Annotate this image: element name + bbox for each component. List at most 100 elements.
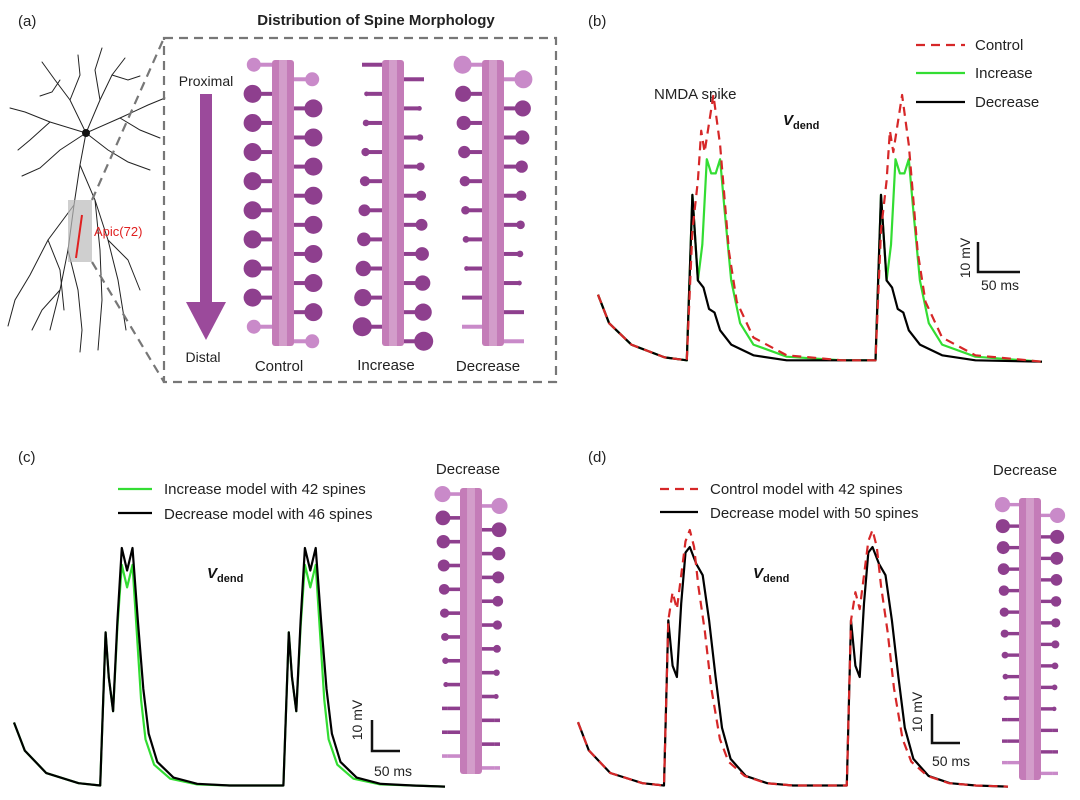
inset-d-label: Decrease	[993, 462, 1057, 479]
spine-head	[492, 595, 504, 607]
spine-head	[361, 147, 370, 157]
condition-label-increase: Increase	[357, 357, 415, 374]
spine-head	[994, 496, 1011, 513]
dendrite-increase	[352, 60, 434, 351]
vdend-label-c: Vdend	[207, 565, 243, 585]
panel-c-letter: (c)	[18, 449, 36, 466]
scale-bar-b-lines	[976, 242, 1020, 274]
zoom-line-bottom	[91, 261, 165, 383]
spine-head	[453, 55, 472, 74]
apic-branch-label: Apic(72)	[94, 224, 142, 239]
spine-head	[243, 201, 262, 220]
dashed-zoom-box	[162, 36, 558, 384]
spine-head	[492, 571, 505, 584]
scale-bar-c-voltage: 10 mV	[349, 699, 365, 740]
spine-head	[304, 157, 323, 176]
condition-label-control: Control	[255, 358, 303, 375]
inset-c-label: Decrease	[436, 461, 500, 478]
spine-head	[416, 162, 425, 171]
dendrite-shaft-highlight	[467, 488, 475, 774]
legend-b-decrease-label: Decrease	[975, 94, 1039, 111]
spine-head	[417, 106, 422, 111]
scale-bar-b-voltage: 10 mV	[957, 237, 973, 278]
panel-b: (b) Control Increase Decrease NMDA spike…	[588, 13, 1043, 363]
panel-d-letter: (d)	[588, 449, 606, 466]
plot-c	[12, 546, 446, 788]
condition-label-decrease: Decrease	[456, 358, 520, 375]
spine-head	[414, 331, 434, 351]
dendrite-shaft	[382, 60, 404, 346]
gradient-arrow-shaft	[200, 94, 212, 304]
spine-head	[493, 669, 500, 676]
spine-head	[304, 303, 323, 322]
spine-head	[435, 510, 451, 526]
spine-head	[415, 218, 428, 231]
dendrite-shaft	[460, 488, 482, 774]
spine-head	[515, 130, 530, 145]
spine-head	[304, 186, 323, 205]
spine-head	[243, 172, 262, 191]
legend-d-control-label: Control model with 42 spines	[710, 481, 903, 498]
spine-head	[441, 633, 449, 641]
spine-head	[304, 274, 323, 293]
scale-bar-d: 10 mV 50 ms	[909, 691, 970, 769]
dendrite-shaft-highlight	[389, 60, 397, 346]
spine-head	[364, 91, 369, 97]
trace-d-decrease	[576, 545, 1009, 788]
spine-head	[355, 260, 372, 277]
legend-d: Control model with 42 spines Decrease mo…	[660, 481, 918, 522]
spine-head	[304, 244, 323, 263]
gradient-arrow-head	[186, 302, 226, 340]
spine-head	[415, 247, 429, 261]
panel-a-title: Distribution of Spine Morphology	[257, 12, 495, 29]
nmda-spike-annotation: NMDA spike	[654, 86, 737, 103]
spine-head	[246, 319, 261, 334]
spine-head	[995, 519, 1010, 534]
dendrite-shaft-highlight	[1026, 498, 1034, 780]
scale-bar-d-lines	[930, 714, 960, 745]
scale-bar-b-time: 50 ms	[981, 277, 1019, 293]
panel-a: (a) Distribution of Spine Morphology	[7, 12, 558, 384]
spine-head	[304, 99, 323, 118]
trace-d-control	[576, 528, 1009, 788]
spine-head	[462, 236, 470, 243]
spine-head	[359, 176, 371, 187]
spine-head	[305, 72, 320, 87]
spine-head	[1051, 640, 1060, 649]
spine-head	[438, 584, 450, 595]
spine-head	[442, 657, 449, 665]
legend-b: Control Increase Decrease	[916, 37, 1039, 111]
spine-head	[514, 100, 531, 117]
spine-head	[304, 215, 323, 234]
spine-head	[455, 85, 472, 102]
spine-head	[1050, 596, 1062, 607]
trace-b-increase	[596, 158, 1043, 363]
spine-head	[1051, 684, 1058, 691]
dendrite-control	[243, 57, 323, 349]
spine-head	[458, 145, 471, 159]
spine-head	[434, 485, 451, 503]
spine-head	[1003, 695, 1008, 701]
spine-head	[1001, 651, 1009, 659]
dendrite-shaft-highlight	[489, 60, 497, 346]
dendrite-inset-c	[434, 485, 508, 774]
spine-head	[243, 230, 262, 249]
scale-bar-c-lines	[370, 720, 400, 753]
spine-head	[515, 160, 528, 173]
plot-d	[576, 528, 1009, 788]
legend-b-increase-label: Increase	[975, 65, 1033, 82]
trace-c-increase	[12, 563, 446, 788]
scale-bar-b: 10 mV 50 ms	[957, 237, 1020, 293]
trace-c-decrease	[12, 546, 446, 788]
plot-b	[596, 93, 1043, 363]
spine-head	[1050, 529, 1065, 544]
spine-head	[515, 190, 527, 201]
spine-head	[517, 280, 522, 286]
spine-head	[459, 175, 471, 187]
legend-d-decrease-label: Decrease model with 50 spines	[710, 505, 918, 522]
spine-head	[357, 232, 371, 247]
spine-head	[456, 115, 471, 131]
spine-head	[304, 128, 323, 147]
spine-head	[493, 644, 501, 653]
